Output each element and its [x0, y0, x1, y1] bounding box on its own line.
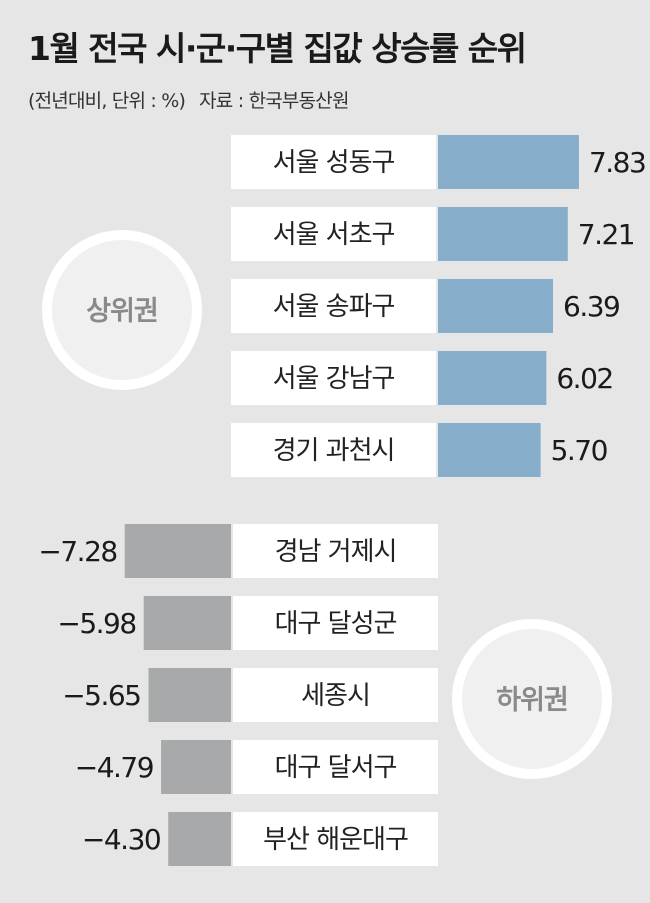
value-label-top: 6.39: [563, 290, 619, 323]
category-label-top: 서울 강남구: [273, 364, 395, 394]
bar-top: [438, 135, 579, 189]
bar-top: [438, 423, 541, 477]
bar-bottom: [148, 668, 231, 722]
category-box-top: [231, 207, 436, 261]
bar-top: [438, 279, 554, 333]
category-box-bottom: [233, 812, 438, 866]
bar-bottom: [168, 812, 231, 866]
group-label-top: 상위권: [86, 296, 158, 327]
value-label-bottom: −5.98: [57, 607, 135, 640]
bar-top: [438, 351, 547, 405]
category-label-bottom: 대구 달서구: [275, 753, 397, 783]
bar-bottom: [161, 740, 231, 794]
group-label-bottom: 하위권: [496, 685, 568, 716]
category-box-top: [231, 279, 436, 333]
value-label-bottom: −7.28: [38, 535, 116, 568]
bar-bottom: [124, 524, 231, 578]
category-box-bottom: [233, 524, 438, 578]
value-label-top: 7.83: [589, 146, 645, 179]
category-box-top: [231, 135, 436, 189]
category-label-bottom: 부산 해운대구: [263, 825, 408, 855]
category-label-top: 경기 과천시: [273, 436, 395, 466]
source-note: 자료 : 한국부동산원: [199, 90, 349, 112]
category-box-top: [231, 351, 436, 405]
bar-bottom: [143, 596, 231, 650]
value-label-top: 5.70: [551, 434, 607, 467]
bar-top: [438, 207, 568, 261]
value-label-bottom: −4.30: [82, 823, 160, 856]
value-label-bottom: −4.79: [75, 751, 153, 784]
unit-note: (전년대비, 단위 : %): [28, 90, 186, 112]
category-box-bottom: [233, 668, 438, 722]
category-label-top: 서울 성동구: [273, 148, 395, 178]
category-label-top: 서울 서초구: [273, 220, 395, 250]
value-label-top: 7.21: [578, 218, 634, 251]
value-label-top: 6.02: [556, 362, 612, 395]
category-box-bottom: [233, 740, 438, 794]
category-box-bottom: [233, 596, 438, 650]
group-badge-top: [42, 230, 202, 390]
chart-subtitle: (전년대비, 단위 : %) 자료 : 한국부동산원: [28, 86, 349, 113]
category-label-bottom: 대구 달성군: [275, 609, 397, 639]
category-label-bottom: 세종시: [301, 681, 370, 711]
chart-title: 1월 전국 시·군·구별 집값 상승률 순위: [28, 29, 527, 68]
category-box-top: [231, 423, 436, 477]
value-label-bottom: −5.65: [62, 679, 140, 712]
category-label-bottom: 경남 거제시: [275, 537, 397, 567]
group-badge-bottom: [452, 619, 612, 779]
category-label-top: 서울 송파구: [273, 292, 395, 322]
